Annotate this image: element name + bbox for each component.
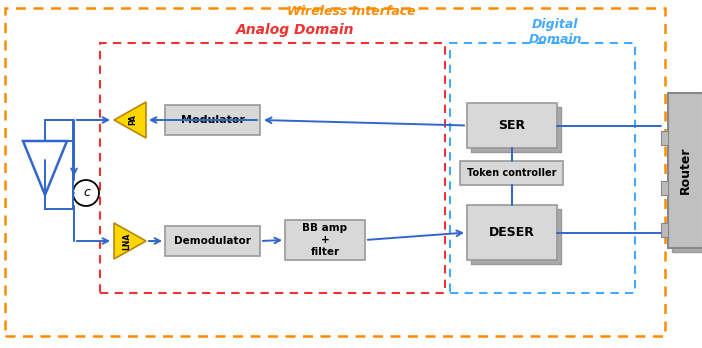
Text: Digital
Domain: Digital Domain: [528, 18, 582, 46]
Text: PA: PA: [128, 114, 138, 125]
Text: LNA: LNA: [123, 232, 131, 250]
Bar: [661, 223, 668, 237]
Bar: [672, 97, 702, 252]
Bar: [661, 131, 668, 145]
Text: Router: Router: [679, 147, 692, 194]
Polygon shape: [114, 223, 146, 259]
Text: c: c: [84, 187, 91, 199]
Text: Analog Domain: Analog Domain: [236, 23, 355, 37]
Text: Modulator: Modulator: [180, 115, 244, 125]
Text: Token controller: Token controller: [467, 168, 556, 178]
Bar: [100, 43, 445, 293]
Circle shape: [73, 180, 99, 206]
Bar: [460, 161, 563, 185]
Text: Wireless Interface: Wireless Interface: [286, 5, 416, 18]
Text: Demodulator: Demodulator: [174, 236, 251, 246]
Bar: [668, 93, 702, 248]
Bar: [471, 209, 561, 264]
Bar: [165, 105, 260, 135]
Bar: [467, 205, 557, 260]
Text: SER: SER: [498, 119, 526, 132]
Polygon shape: [23, 141, 67, 195]
Bar: [661, 181, 668, 195]
Bar: [471, 107, 561, 152]
Bar: [165, 226, 260, 256]
Polygon shape: [114, 102, 146, 138]
Text: BB amp
+
filter: BB amp + filter: [303, 223, 347, 256]
Bar: [467, 103, 557, 148]
Bar: [285, 220, 365, 260]
Text: DESER: DESER: [489, 226, 535, 239]
Bar: [450, 43, 635, 293]
